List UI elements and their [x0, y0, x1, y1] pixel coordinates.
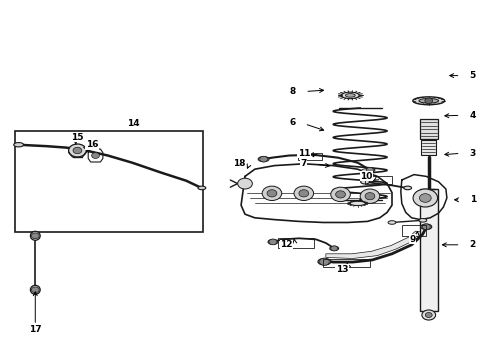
Text: 6: 6 — [290, 118, 296, 127]
Text: 2: 2 — [470, 240, 476, 249]
Ellipse shape — [258, 157, 269, 162]
Text: 4: 4 — [469, 111, 476, 120]
Circle shape — [422, 224, 430, 230]
Bar — [421, 140, 436, 155]
Bar — [365, 176, 392, 184]
Circle shape — [262, 186, 282, 201]
Ellipse shape — [388, 221, 396, 224]
Text: 16: 16 — [86, 140, 98, 149]
Circle shape — [238, 178, 252, 189]
Ellipse shape — [404, 186, 412, 190]
Ellipse shape — [350, 201, 366, 206]
Text: 11: 11 — [297, 149, 310, 158]
Ellipse shape — [419, 99, 439, 103]
Bar — [420, 119, 438, 139]
Circle shape — [361, 169, 369, 175]
Bar — [323, 259, 370, 267]
Circle shape — [269, 239, 277, 245]
Circle shape — [294, 186, 314, 201]
Ellipse shape — [198, 186, 206, 190]
Text: 14: 14 — [127, 119, 140, 128]
Text: 15: 15 — [71, 133, 84, 142]
Text: 10: 10 — [360, 172, 373, 181]
Bar — [420, 189, 438, 311]
Ellipse shape — [361, 180, 369, 184]
Circle shape — [413, 189, 438, 207]
Circle shape — [31, 287, 39, 293]
Circle shape — [331, 246, 338, 251]
Ellipse shape — [342, 92, 359, 99]
Bar — [278, 238, 314, 248]
Text: 18: 18 — [233, 159, 245, 168]
Ellipse shape — [30, 285, 40, 294]
Ellipse shape — [14, 143, 24, 147]
Circle shape — [267, 190, 277, 197]
Bar — [298, 153, 322, 160]
Circle shape — [73, 147, 82, 154]
Ellipse shape — [365, 168, 375, 172]
Ellipse shape — [413, 97, 445, 105]
Text: 3: 3 — [470, 149, 476, 158]
Text: 17: 17 — [29, 325, 42, 334]
Bar — [15, 131, 203, 232]
Circle shape — [319, 258, 329, 265]
Circle shape — [419, 194, 431, 202]
Circle shape — [360, 189, 380, 203]
Ellipse shape — [30, 231, 40, 240]
Circle shape — [425, 312, 432, 318]
Ellipse shape — [318, 258, 331, 265]
Text: 9: 9 — [409, 235, 416, 244]
Circle shape — [299, 190, 309, 197]
Text: 8: 8 — [290, 87, 296, 96]
Polygon shape — [326, 231, 422, 258]
Ellipse shape — [419, 219, 427, 222]
Circle shape — [425, 98, 433, 104]
Circle shape — [69, 144, 86, 157]
Circle shape — [367, 167, 373, 172]
Circle shape — [422, 310, 436, 320]
Text: 5: 5 — [470, 71, 476, 80]
Ellipse shape — [330, 246, 339, 251]
Circle shape — [365, 193, 375, 200]
Text: 12: 12 — [280, 240, 293, 249]
Text: 1: 1 — [470, 195, 476, 204]
Ellipse shape — [421, 224, 432, 230]
Ellipse shape — [345, 94, 355, 97]
Text: 13: 13 — [336, 265, 348, 274]
Circle shape — [260, 156, 268, 162]
Circle shape — [331, 187, 350, 202]
Text: 7: 7 — [300, 159, 307, 168]
Circle shape — [336, 191, 345, 198]
Circle shape — [31, 233, 39, 239]
Ellipse shape — [268, 239, 278, 244]
Bar — [402, 225, 426, 236]
Circle shape — [92, 153, 99, 158]
